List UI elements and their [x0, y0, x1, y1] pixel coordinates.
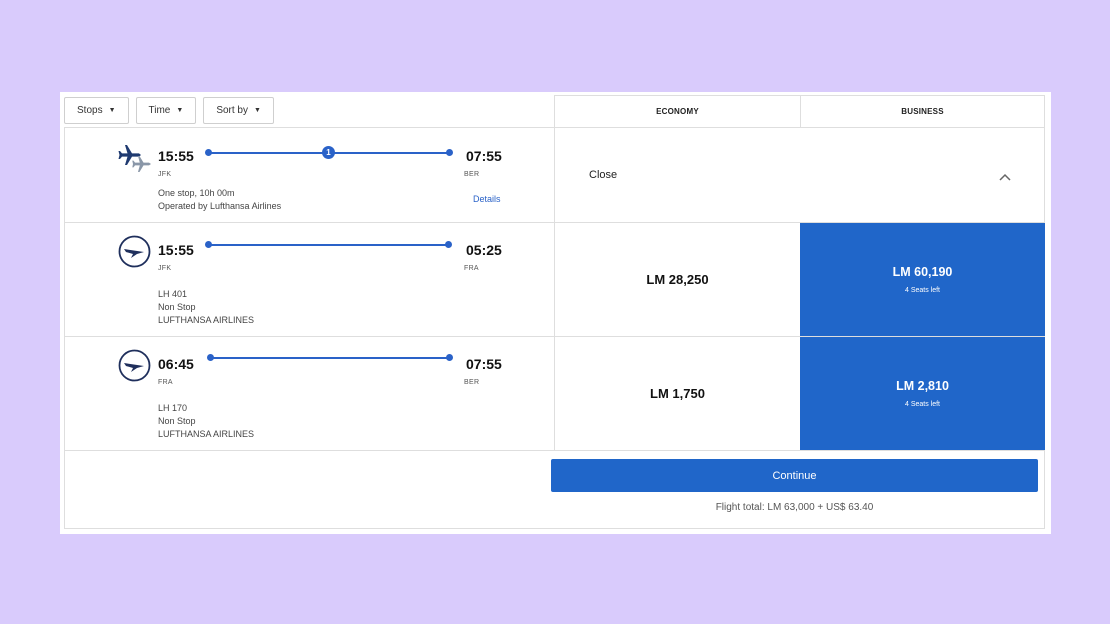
summary-duration: One stop, 10h 00m: [158, 188, 235, 198]
segment-2-business-price: LM 2,810: [896, 379, 949, 393]
segment-1-economy-price: LM 28,250: [646, 272, 709, 287]
column-divider: [554, 127, 555, 450]
segment-2-airline: LUFTHANSA AIRLINES: [158, 429, 255, 439]
caret-down-icon: ▼: [254, 107, 261, 114]
filter-bar: Stops ▼ Time ▼ Sort by ▼: [64, 97, 274, 124]
segment-2-departure-code: FRA: [158, 379, 173, 386]
airplanes-icon: [116, 140, 154, 181]
continue-label: Continue: [772, 469, 817, 482]
lufthansa-logo-icon: [118, 235, 151, 273]
route-end-dot: [446, 354, 453, 361]
segment-1-airline: LUFTHANSA AIRLINES: [158, 315, 255, 325]
caret-down-icon: ▼: [176, 107, 184, 114]
segment-1-departure-time: 15:55: [158, 242, 194, 258]
segment-2-stops: Non Stop: [158, 416, 196, 426]
business-header-label: BUSINESS: [901, 107, 944, 116]
details-link[interactable]: Details: [473, 194, 501, 204]
caret-down-icon: ▼: [108, 107, 116, 114]
segment-1-route-line: [209, 244, 449, 246]
segment-1-departure-code: JFK: [158, 265, 172, 272]
flight-total: Flight total: LM 63,000 + US$ 63.40: [715, 502, 874, 513]
segment-2-business-fare[interactable]: LM 2,810 4 Seats left: [800, 337, 1045, 450]
segment-2-economy-price: LM 1,750: [650, 386, 705, 401]
segment-2-arrival-time: 07:55: [466, 356, 502, 372]
stop-count-text: 1: [326, 148, 331, 157]
stops-filter-label: Stops: [77, 105, 103, 116]
stops-filter-button[interactable]: Stops ▼: [64, 97, 129, 124]
economy-column-header: ECONOMY: [554, 95, 801, 128]
segment-2-departure-time: 06:45: [158, 356, 194, 372]
segment-1-business-price: LM 60,190: [892, 265, 953, 279]
route-end-dot: [445, 241, 452, 248]
segment-2-economy-fare[interactable]: LM 1,750: [555, 337, 800, 450]
stop-count-badge: 1: [322, 146, 335, 159]
summary-arrival-time: 07:55: [466, 148, 502, 164]
segment-2-business-seats: 4 Seats left: [904, 401, 941, 408]
segment-1-arrival-code: FRA: [464, 265, 479, 272]
route-start-dot: [205, 241, 212, 248]
summary-departure-time: 15:55: [158, 148, 194, 164]
route-end-dot: [446, 149, 453, 156]
segment-1-stops: Non Stop: [158, 302, 196, 312]
chevron-up-icon[interactable]: [998, 169, 1012, 187]
time-filter-button[interactable]: Time ▼: [135, 97, 197, 124]
flight-selection-card: Stops ▼ Time ▼ Sort by ▼ ECONOMY BUSINES…: [60, 92, 1051, 534]
segment-2-route-line: [211, 357, 450, 359]
business-column-header: BUSINESS: [800, 95, 1045, 128]
lufthansa-logo-icon: [118, 349, 151, 387]
segment-1-arrival-time: 05:25: [466, 242, 502, 258]
summary-departure-code: JFK: [158, 171, 172, 178]
segment-1-business-seats: 4 Seats left: [904, 287, 941, 294]
time-filter-label: Time: [148, 105, 171, 116]
row-divider: [64, 450, 1045, 451]
close-link[interactable]: Close: [589, 169, 618, 181]
economy-header-label: ECONOMY: [656, 107, 699, 116]
sort-by-button[interactable]: Sort by ▼: [203, 97, 274, 124]
sort-by-label: Sort by: [216, 105, 248, 116]
route-start-dot: [207, 354, 214, 361]
route-start-dot: [205, 149, 212, 156]
summary-operator: Operated by Lufthansa Airlines: [158, 201, 282, 211]
segment-1-business-fare[interactable]: LM 60,190 4 Seats left: [800, 223, 1045, 336]
segment-2-arrival-code: BER: [464, 379, 480, 386]
segment-2-flight-number: LH 170: [158, 403, 188, 413]
segment-1-flight-number: LH 401: [158, 289, 188, 299]
continue-button[interactable]: Continue: [551, 459, 1038, 492]
segment-1-economy-fare[interactable]: LM 28,250: [555, 223, 800, 336]
summary-arrival-code: BER: [464, 171, 480, 178]
